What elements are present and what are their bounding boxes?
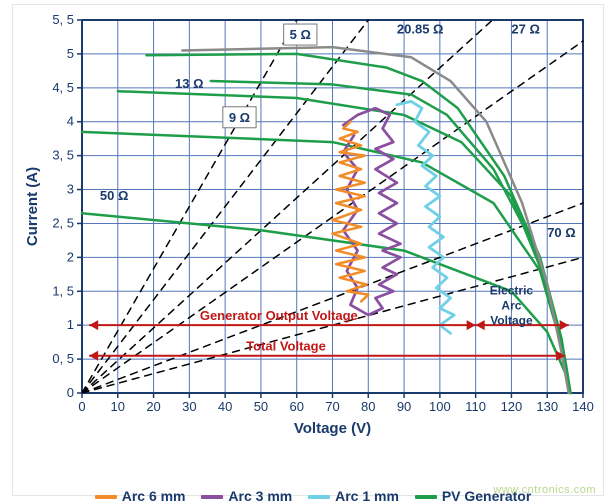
svg-text:5 Ω: 5 Ω [290,27,311,42]
svg-text:140: 140 [572,399,594,414]
svg-text:4: 4 [67,114,74,129]
svg-text:10: 10 [111,399,125,414]
svg-text:3, 5: 3, 5 [52,148,74,163]
legend-label-arc1: Arc 1 mm [335,488,399,504]
chart-svg: Generator Output Voltage Total Voltage Ele… [20,10,595,455]
svg-text:130: 130 [536,399,558,414]
svg-text:Electric: Electric [490,284,534,298]
svg-text:Voltage (V): Voltage (V) [294,420,371,437]
svg-text:0: 0 [78,399,85,414]
svg-text:Total Voltage: Total Voltage [246,339,326,354]
svg-text:20: 20 [146,399,160,414]
svg-text:4, 5: 4, 5 [52,80,74,95]
svg-text:Arc: Arc [501,299,521,313]
legend-swatch-arc3 [201,495,223,499]
svg-text:120: 120 [501,399,523,414]
svg-text:70 Ω: 70 Ω [547,225,576,240]
svg-text:Generator Output Voltage: Generator Output Voltage [200,308,358,323]
svg-text:3: 3 [67,182,74,197]
svg-text:2, 5: 2, 5 [52,215,74,230]
svg-text:20.85 Ω: 20.85 Ω [397,22,444,37]
svg-text:60: 60 [289,399,303,414]
svg-text:1: 1 [67,317,74,332]
legend-label-arc3: Arc 3 mm [228,488,292,504]
svg-text:110: 110 [465,399,486,414]
svg-text:80: 80 [361,399,375,414]
svg-text:70: 70 [325,399,339,414]
legend-swatch-arc1 [308,495,330,499]
svg-text:30: 30 [182,399,196,414]
svg-text:100: 100 [429,399,451,414]
svg-text:50: 50 [254,399,268,414]
watermark-text: www.cntronics.com [493,484,596,496]
svg-text:5: 5 [67,46,74,61]
svg-text:Current (A): Current (A) [24,167,41,246]
svg-text:Voltage: Voltage [490,314,533,328]
svg-text:90: 90 [397,399,411,414]
svg-text:0, 5: 0, 5 [52,351,74,366]
svg-text:2: 2 [67,249,74,264]
svg-text:27 Ω: 27 Ω [511,22,540,37]
svg-text:9 Ω: 9 Ω [229,110,250,125]
chart-area: Generator Output Voltage Total Voltage Ele… [20,10,595,455]
svg-text:0: 0 [67,385,74,400]
svg-text:1, 5: 1, 5 [52,283,74,298]
legend-label-arc6: Arc 6 mm [122,488,186,504]
svg-text:5, 5: 5, 5 [52,12,74,27]
svg-text:13 Ω: 13 Ω [175,76,204,91]
legend-swatch-arc6 [95,495,117,499]
legend-swatch-pv [415,495,437,499]
svg-text:40: 40 [218,399,232,414]
page-root: Generator Output Voltage Total Voltage Ele… [0,0,614,504]
svg-text:50 Ω: 50 Ω [100,188,128,203]
